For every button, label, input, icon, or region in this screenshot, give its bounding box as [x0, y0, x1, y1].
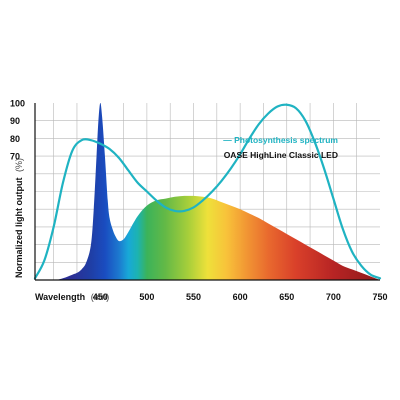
- legend-oase-highline-classic-led: OASE HighLine Classic LED: [224, 150, 338, 160]
- y-axis-title: Normalized light output (%): [14, 158, 24, 278]
- legend-photosynthesis-spectrum: — Photosynthesis spectrum: [223, 135, 338, 145]
- x-tick-labels: 450 500 550 600 650 700 750: [93, 292, 388, 302]
- x-axis-label: Wavelength: [35, 292, 85, 302]
- x-axis-unit: (nm): [91, 292, 110, 302]
- x-tick-label: 500: [139, 292, 154, 302]
- y-tick-label: 100: [10, 99, 25, 109]
- y-tick-label: 90: [10, 116, 20, 126]
- photosynthesis-curve: [33, 103, 382, 280]
- x-tick-label: 550: [186, 292, 201, 302]
- x-tick-label: 600: [233, 292, 248, 302]
- y-axis-label: Normalized light output: [14, 178, 24, 279]
- y-axis-unit: (%): [14, 158, 24, 172]
- photosynthesis-spectrum-line: [33, 103, 382, 280]
- y-tick-label: 70: [10, 152, 20, 162]
- led-spectrum-area: [35, 102, 380, 281]
- x-axis-title: Wavelength (nm): [35, 292, 109, 302]
- x-tick-label: 700: [326, 292, 341, 302]
- x-tick-label: 650: [279, 292, 294, 302]
- led-spectrum-fill: [35, 102, 380, 281]
- legend: — Photosynthesis spectrum OASE HighLine …: [223, 135, 338, 160]
- x-tick-label: 750: [372, 292, 387, 302]
- axes: [34, 103, 380, 281]
- x-tick-label: 450: [93, 292, 108, 302]
- y-tick-label: 80: [10, 134, 20, 144]
- y-tick-labels: 70 80 90 100: [10, 99, 25, 162]
